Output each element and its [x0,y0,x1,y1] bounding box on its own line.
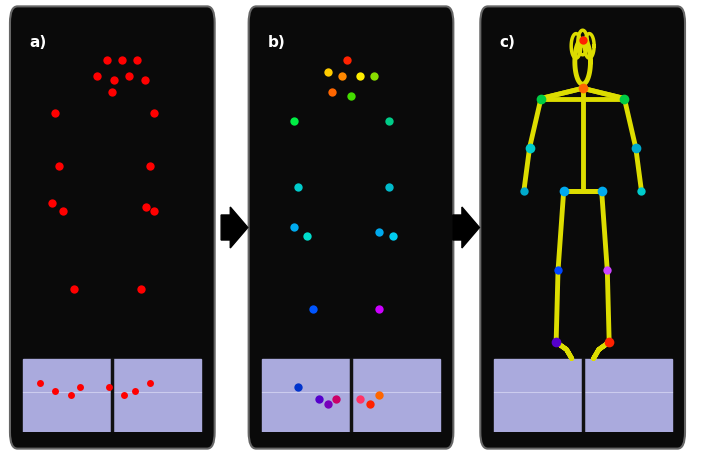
Text: b): b) [267,35,285,50]
FancyBboxPatch shape [480,6,685,449]
Bar [262,359,440,432]
FancyBboxPatch shape [249,6,453,449]
Text: a): a) [29,35,46,50]
FancyBboxPatch shape [10,6,215,449]
Bar [494,359,672,432]
Text: c): c) [499,35,515,50]
Bar [23,359,201,432]
